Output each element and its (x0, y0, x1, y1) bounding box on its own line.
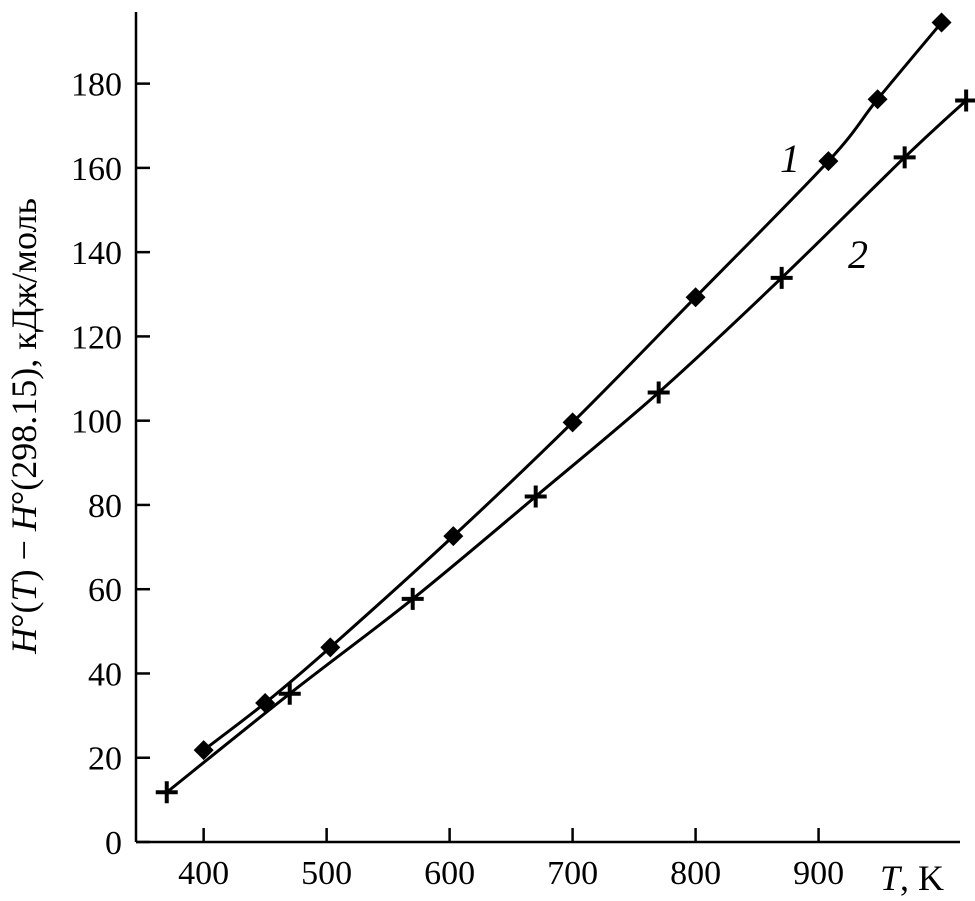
series-1-point (193, 740, 214, 761)
series-2-point (401, 587, 424, 610)
series-1-point (685, 287, 706, 308)
x-tick-label: 900 (793, 855, 844, 892)
y-tick-label: 160 (71, 151, 122, 188)
x-axis-title-unit: , K (900, 858, 944, 898)
y-tick-label: 80 (88, 488, 122, 525)
series-1-line (202, 21, 943, 752)
axes (134, 12, 960, 844)
y-tick-label: 100 (71, 404, 122, 441)
series-2-point (524, 485, 547, 508)
y-tick-label: 20 (88, 741, 122, 778)
y-axis-title-part-2: °( (4, 601, 44, 627)
x-tick-label: 800 (670, 855, 721, 892)
series-2-point (770, 266, 793, 289)
series-markers (155, 12, 975, 804)
series-1-point (443, 526, 464, 547)
x-axis-title-italic: T (880, 858, 903, 898)
x-tick-label: 700 (547, 855, 598, 892)
y-axis-title-part-5: H (4, 503, 44, 532)
series-label-1: 1 (780, 136, 800, 181)
series-1-point (931, 12, 952, 33)
ticks: 0 20 40 60 80 100 120 140 160 180 400 500 600 700 800 9… (71, 67, 844, 892)
series-lines (165, 21, 968, 794)
y-tick-label: 0 (105, 825, 122, 862)
y-tick-label: 120 (71, 319, 122, 356)
y-axis-title: H°(T) − H°(298.15), кДж/моль (4, 198, 44, 655)
series-1-point (562, 412, 583, 433)
series-1-point (867, 89, 888, 110)
y-tick-label: 40 (88, 656, 122, 693)
x-tick-label: 600 (424, 855, 475, 892)
y-tick-label: 180 (71, 67, 122, 104)
y-axis-title-part-6: °(298.15), кДж/моль (4, 198, 44, 505)
y-axis-title-part-3: T (4, 578, 44, 601)
y-tick-label: 140 (71, 235, 122, 272)
series-1-point (255, 692, 276, 713)
series-2-point (278, 682, 301, 705)
series-1-point (320, 637, 341, 658)
series-2-point (647, 381, 670, 404)
series-label-2: 2 (848, 232, 868, 277)
x-axis-title: T, K (880, 858, 944, 898)
y-axis-title-part-4: ) − (4, 531, 44, 581)
series-2-point (155, 781, 178, 804)
series-2-point (955, 89, 975, 112)
y-axis-title-part-1: H (4, 626, 44, 655)
series-2-point (893, 146, 916, 169)
series-1-point (818, 151, 839, 172)
y-tick-label: 60 (88, 572, 122, 609)
series-2-line (165, 99, 968, 794)
x-tick-label: 500 (301, 855, 352, 892)
x-tick-label: 400 (178, 855, 229, 892)
